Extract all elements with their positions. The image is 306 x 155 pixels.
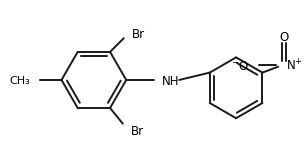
Text: NH: NH bbox=[162, 75, 179, 88]
Text: CH₃: CH₃ bbox=[9, 76, 30, 86]
Text: Br: Br bbox=[132, 28, 145, 41]
Text: O: O bbox=[279, 31, 289, 44]
Text: N$^{+}$: N$^{+}$ bbox=[286, 59, 303, 74]
Text: Br: Br bbox=[131, 125, 144, 137]
Text: $^{-}$O: $^{-}$O bbox=[231, 60, 249, 73]
